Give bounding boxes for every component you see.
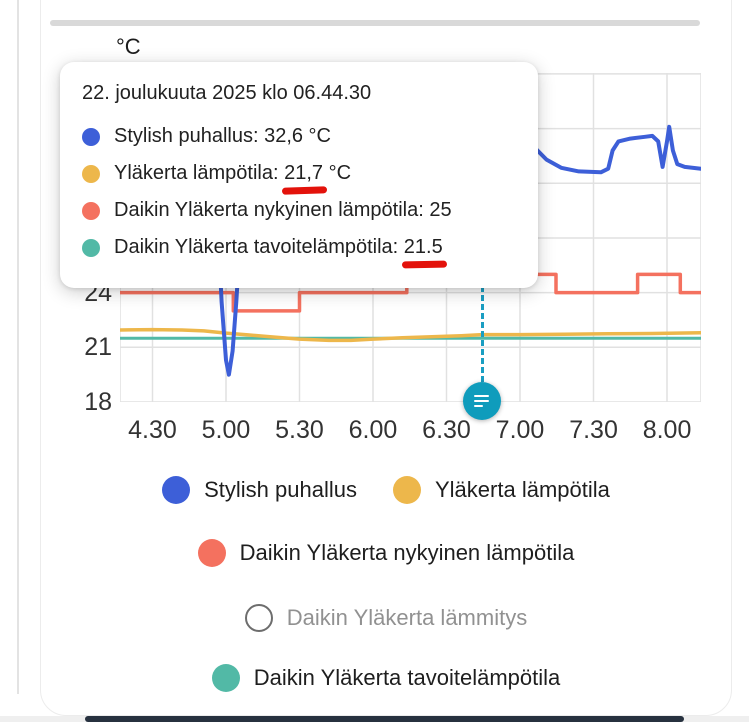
x-axis-tick: 5.00 <box>201 416 251 444</box>
legend-dot-blue <box>162 476 191 504</box>
legend-dot-yellow <box>393 476 421 504</box>
series-dot-yellow <box>82 164 100 183</box>
legend-item-stylish-puhallus[interactable]: Stylish puhallus <box>162 476 357 504</box>
legend-label: Daikin Yläkerta nykyinen lämpötila <box>239 540 575 565</box>
legend-row: Daikin Yläkerta tavoitelämpötila <box>40 664 732 692</box>
x-axis-tick: 7.30 <box>569 416 618 444</box>
legend-label: Stylish puhallus <box>204 477 357 502</box>
notes-icon <box>474 392 490 410</box>
tooltip-row-text: Yläkerta lämpötila: <box>114 162 285 184</box>
legend-label: Daikin Yläkerta tavoitelämpötila <box>253 665 561 690</box>
legend-row: Daikin Yläkerta lämmitys <box>40 604 732 632</box>
chart-tooltip: 22. joulukuuta 2025 klo 06.44.30 Stylish… <box>60 62 538 288</box>
legend-label: Daikin Yläkerta lämmitys <box>286 605 528 630</box>
dialog-left-edge <box>17 0 19 694</box>
tooltip-row-text: Daikin Yläkerta tavoitelämpötila: <box>114 236 404 258</box>
x-axis-tick: 8.00 <box>642 416 692 444</box>
x-axis-tick: 6.00 <box>348 416 398 444</box>
tooltip-row-text: Stylish puhallus: 32,6 °C <box>114 125 332 147</box>
legend-item-daikin-lammitys[interactable]: Daikin Yläkerta lämmitys <box>244 604 528 632</box>
tooltip-timestamp: 22. joulukuuta 2025 klo 06.44.30 <box>82 82 372 104</box>
tooltip-row-text: Daikin Yläkerta nykyinen lämpötila: 25 <box>114 199 452 221</box>
cursor-dashed-line <box>480 286 484 382</box>
y-axis-tick: 18 <box>84 388 112 416</box>
x-axis-tick: 6.30 <box>422 416 471 444</box>
x-axis-tick: 7.00 <box>495 416 545 444</box>
home-indicator-bar <box>85 716 684 722</box>
y-axis-unit-label: °C <box>116 34 141 59</box>
horizontal-scrollbar[interactable] <box>50 20 700 26</box>
series-dot-teal <box>82 238 100 257</box>
legend-item-daikin-tavoitelampotila[interactable]: Daikin Yläkerta tavoitelämpötila <box>211 664 561 692</box>
cursor-marker-button[interactable] <box>463 382 502 420</box>
legend-label: Yläkerta lämpötila <box>435 477 610 502</box>
y-axis-tick: 21 <box>84 333 112 362</box>
x-axis-tick: 5.30 <box>275 416 324 444</box>
series-dot-blue <box>82 127 100 146</box>
series-dot-red <box>82 201 100 220</box>
legend-dot-red <box>197 539 226 567</box>
legend-row: Daikin Yläkerta nykyinen lämpötila <box>40 539 732 567</box>
annotated-value-underline: 21,7 <box>284 162 324 184</box>
tooltip-row: Daikin Yläkerta nykyinen lämpötila: 25 <box>82 192 516 229</box>
x-axis-tick: 4.30 <box>128 416 177 444</box>
tooltip-row: Stylish puhallus: 32,6 °C <box>82 118 516 155</box>
tooltip-row: Yläkerta lämpötila: 21,7 °C <box>82 155 516 192</box>
legend-item-daikin-nykyinen-lampotila[interactable]: Daikin Yläkerta nykyinen lämpötila <box>197 539 575 567</box>
legend-row: Stylish puhallus Yläkerta lämpötila <box>40 476 732 504</box>
annotated-value-underline: 21.5 <box>403 236 443 258</box>
legend-item-ylakerta-lampotila[interactable]: Yläkerta lämpötila <box>393 476 610 504</box>
legend-dot-teal <box>211 664 240 692</box>
legend-dot-hollow <box>244 604 273 632</box>
tooltip-row: Daikin Yläkerta tavoitelämpötila: 21.5 <box>82 229 516 266</box>
